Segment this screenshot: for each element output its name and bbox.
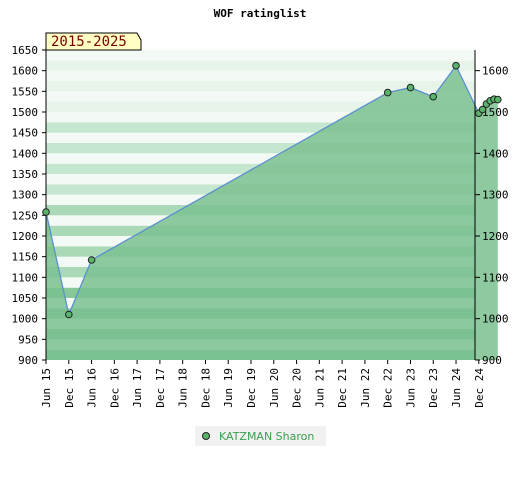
- y-axis-right: 900 1000 1100 1200 1300 1400 1500 1600: [475, 65, 509, 367]
- y-tick-label-right: 1300: [482, 189, 509, 202]
- background-band: [46, 112, 475, 123]
- x-tick-label: Jun 19: [222, 368, 235, 408]
- y-tick-label: 1350: [12, 168, 39, 181]
- y-tick-label: 1150: [12, 251, 39, 264]
- x-tick-label: Jun 23: [404, 368, 417, 408]
- y-tick-label: 1400: [12, 147, 39, 160]
- legend-marker: [202, 432, 210, 440]
- x-tick-label: Dec 23: [427, 368, 440, 408]
- y-tick-label: 1550: [12, 85, 39, 98]
- background-band: [46, 132, 475, 143]
- x-tick-label: Jun 18: [177, 368, 190, 408]
- data-point: [478, 105, 487, 114]
- y-tick-label: 1300: [12, 189, 39, 202]
- x-tick-label: Jun 17: [131, 368, 144, 408]
- axes: [45, 50, 476, 360]
- x-tick-label: Dec 18: [199, 368, 212, 408]
- data-point: [87, 256, 96, 264]
- y-tick-label-right: 1100: [482, 271, 509, 284]
- x-tick-label: Dec 19: [245, 368, 258, 408]
- data-point: [406, 83, 415, 92]
- x-tick-label: Jun 16: [86, 368, 99, 408]
- x-tick-label: Jun 21: [313, 368, 326, 408]
- data-markers: [42, 61, 502, 319]
- x-tick-label: Dec 16: [108, 368, 121, 408]
- range-label: 2015-2025: [51, 34, 127, 50]
- y-tick-label: 1500: [12, 106, 39, 119]
- x-tick-label: Dec 15: [63, 368, 76, 408]
- y-tick-label-right: 1500: [482, 106, 509, 119]
- background-band: [46, 60, 475, 71]
- x-tick-label: Dec 24: [473, 368, 486, 408]
- data-point: [42, 208, 50, 216]
- legend-label: KATZMAN Sharon: [219, 430, 314, 443]
- x-tick-label: Dec 22: [382, 368, 395, 408]
- x-tick-label: Jun 20: [268, 368, 281, 408]
- background-band: [46, 101, 475, 112]
- data-point: [494, 95, 502, 104]
- y-tick-label: 1450: [12, 127, 39, 140]
- background-band: [46, 70, 475, 81]
- x-tick-label: Dec 20: [291, 368, 304, 408]
- x-tick-label: Jun 24: [450, 368, 463, 408]
- x-tick-label: Jun 15: [40, 368, 53, 408]
- chart-title: WOF ratinglist: [214, 7, 307, 20]
- background-band: [46, 143, 475, 154]
- rating-area: [46, 65, 498, 360]
- data-point: [65, 310, 73, 319]
- y-tick-label: 1250: [12, 209, 39, 222]
- y-tick-label-right: 900: [482, 354, 502, 367]
- y-tick-label: 1050: [12, 292, 39, 305]
- background-band: [46, 81, 475, 92]
- data-point: [429, 92, 438, 101]
- y-tick-label-right: 1200: [482, 230, 509, 243]
- x-axis: Jun 15 Dec 15 Jun 16 Dec 16 Jun 17 Dec 17 Jun …: [40, 360, 486, 408]
- x-tick-label: Dec 21: [336, 368, 349, 408]
- y-tick-label: 950: [18, 333, 38, 346]
- x-tick-label: Jun 22: [359, 368, 372, 408]
- background-band: [46, 91, 475, 102]
- y-tick-label-right: 1000: [482, 313, 509, 326]
- y-axis-left: 900 950 1000 1050 1100 1150 1200 1250 1300 1350 14…: [12, 44, 46, 367]
- legend: KATZMAN Sharon: [195, 426, 326, 446]
- y-tick-label: 1650: [12, 44, 39, 57]
- y-tick-label: 1100: [12, 271, 39, 284]
- x-tick-label: Dec 17: [154, 368, 167, 408]
- background-band: [46, 122, 475, 133]
- y-tick-label: 1200: [12, 230, 39, 243]
- y-tick-label-right: 1600: [482, 65, 509, 78]
- y-tick-label: 1600: [12, 65, 39, 78]
- background-band: [46, 50, 475, 61]
- y-tick-label: 900: [18, 354, 38, 367]
- data-point: [452, 61, 460, 70]
- background-band: [46, 153, 475, 164]
- y-tick-label-right: 1400: [482, 147, 509, 160]
- y-tick-label: 1000: [12, 313, 39, 326]
- range-label-box: 2015-2025: [45, 32, 142, 51]
- data-point: [383, 88, 392, 97]
